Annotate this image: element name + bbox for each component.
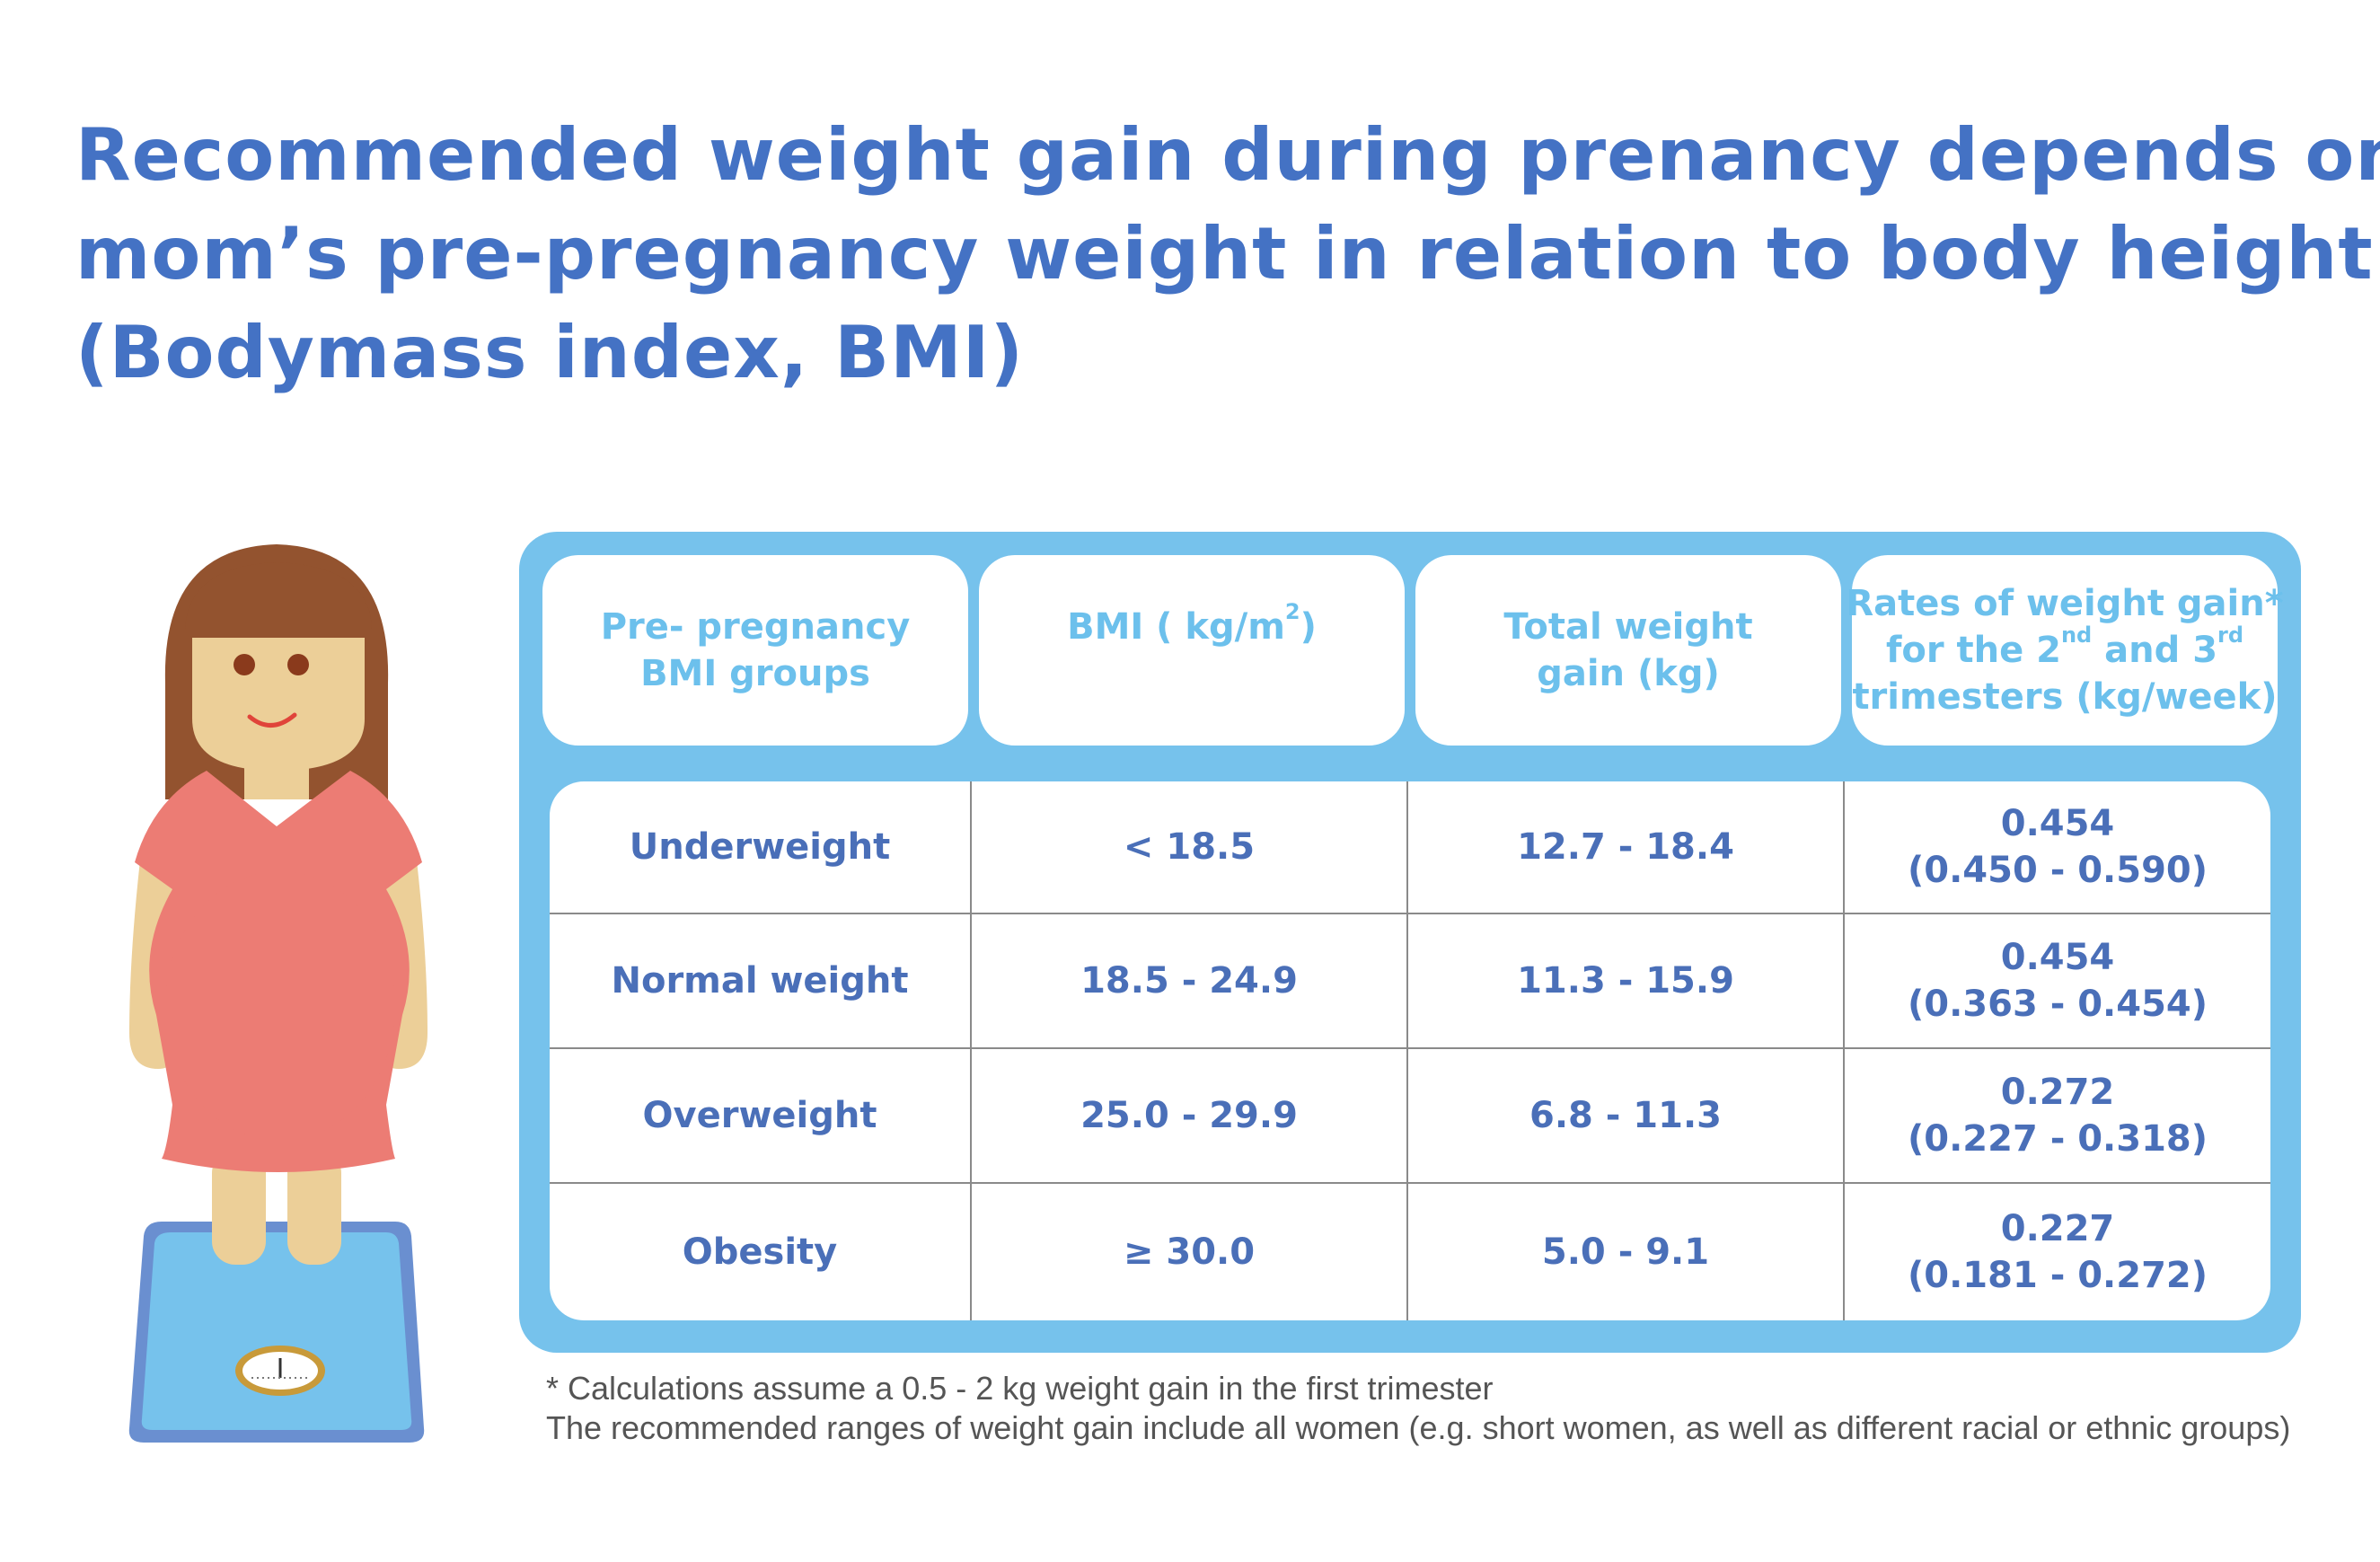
table-row: Obesity ≥ 30.0 5.0 - 9.1 0.227 (0.181 - … [550, 1184, 2270, 1320]
cell-bmi: 25.0 - 29.9 [972, 1049, 1408, 1182]
cell-rate: 0.272 (0.227 - 0.318) [1845, 1049, 2270, 1182]
header-label: gain (kg) [1537, 653, 1720, 694]
cell-bmi: 18.5 - 24.9 [972, 914, 1408, 1047]
header-label: trimesters (kg/week) [1852, 676, 2278, 718]
bathroom-scale-icon [128, 1222, 425, 1443]
cell-total: 6.8 - 11.3 [1408, 1049, 1845, 1182]
title-line: Recommended weight gain during prenancy … [75, 113, 2380, 197]
title-line: mom’s pre-pregnancy weight in relation t… [75, 212, 2374, 296]
rate-range: (0.181 - 0.272) [1907, 1255, 2208, 1296]
header-label: for the 2nd and 3rd [1885, 622, 2244, 671]
header-label: BMI groups [640, 653, 870, 694]
rate-value: 0.454 [2000, 803, 2115, 844]
header-rates-weight-gain: Rates of weight gain* for the 2nd and 3r… [1846, 555, 2284, 746]
rate-value: 0.227 [2000, 1208, 2115, 1249]
cell-group: Obesity [550, 1184, 972, 1320]
table-row: Underweight < 18.5 12.7 - 18.4 0.454 (0.… [550, 781, 2270, 913]
cell-total: 5.0 - 9.1 [1408, 1184, 1845, 1320]
rate-value: 0.272 [2000, 1072, 2115, 1113]
cell-group: Underweight [550, 781, 972, 913]
header-bmi-group: Pre- pregnancy BMI groups [542, 555, 968, 746]
footnote-line: The recommended ranges of weight gain in… [546, 1409, 2291, 1446]
header-label: Rates of weight gain* [1846, 583, 2284, 624]
cell-total: 12.7 - 18.4 [1408, 781, 1845, 913]
rate-range: (0.227 - 0.318) [1907, 1118, 2208, 1160]
table-row: Normal weight 18.5 - 24.9 11.3 - 15.9 0.… [550, 914, 2270, 1047]
dress [135, 771, 422, 1172]
header-bmi: BMI ( kg/m2) [979, 555, 1405, 746]
cell-group: Normal weight [550, 914, 972, 1047]
header-label: Total weight [1503, 606, 1753, 648]
legs [212, 1150, 341, 1265]
header-total-weight-gain: Total weight gain (kg) [1415, 555, 1841, 746]
header-label: Pre- pregnancy [600, 606, 911, 648]
page-title: Recommended weight gain during prenancy … [75, 106, 2380, 402]
cell-rate: 0.454 (0.363 - 0.454) [1845, 914, 2270, 1047]
title-line: (Bodymass index, BMI) [75, 311, 1024, 394]
face [192, 616, 365, 771]
row-divider [550, 913, 2270, 914]
row-divider [550, 1182, 2270, 1184]
table-row: Overweight 25.0 - 29.9 6.8 - 11.3 0.272 … [550, 1049, 2270, 1182]
bmi-weight-gain-table: Pre- pregnancy BMI groups BMI ( kg/m2) T… [519, 532, 2301, 1353]
cell-bmi: ≥ 30.0 [972, 1184, 1408, 1320]
rate-value: 0.454 [2000, 937, 2115, 978]
cell-rate: 0.227 (0.181 - 0.272) [1845, 1184, 2270, 1320]
cell-group: Overweight [550, 1049, 972, 1182]
row-divider [550, 1047, 2270, 1049]
cell-total: 11.3 - 15.9 [1408, 914, 1845, 1047]
rate-range: (0.363 - 0.454) [1907, 984, 2208, 1025]
table-body: Underweight < 18.5 12.7 - 18.4 0.454 (0.… [550, 781, 2270, 1320]
cell-rate: 0.454 (0.450 - 0.590) [1845, 781, 2270, 913]
header-label: BMI ( kg/m2) [1067, 599, 1317, 648]
footnote-line: * Calculations assume a 0.5 - 2 kg weigh… [546, 1370, 1494, 1407]
rate-range: (0.450 - 0.590) [1907, 850, 2208, 891]
pregnant-woman-illustration [128, 544, 428, 1443]
cell-bmi: < 18.5 [972, 781, 1408, 913]
footnotes: * Calculations assume a 0.5 - 2 kg weigh… [546, 1369, 2290, 1448]
